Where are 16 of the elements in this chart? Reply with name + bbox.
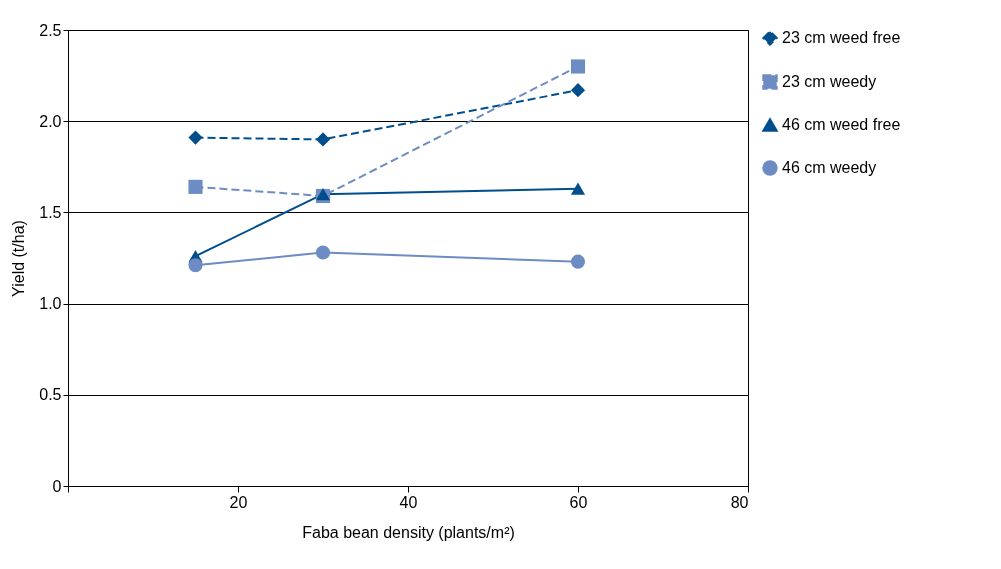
y-tick-label: 2.0 xyxy=(39,112,62,130)
legend-label: 23 cm weed free xyxy=(782,29,901,46)
y-axis-title: Yield (t/ha) xyxy=(10,220,28,297)
x-tick-label: 60 xyxy=(569,493,588,511)
y-tick-label: 0 xyxy=(52,477,62,495)
legend-label: 46 cm weed free xyxy=(782,116,901,133)
y-tick-label: 0.5 xyxy=(39,386,62,404)
x-tick-label: 20 xyxy=(229,493,248,511)
x-tick-label: 40 xyxy=(399,493,418,511)
x-tick-label: 80 xyxy=(730,493,749,511)
legend-label: 46 cm weedy xyxy=(782,159,877,176)
y-tick-label: 2.5 xyxy=(39,21,62,39)
y-tick-label: 1.0 xyxy=(39,295,62,313)
x-axis-title: Faba bean density (plants/m²) xyxy=(302,523,515,541)
legend-label: 23 cm weedy xyxy=(782,73,877,90)
y-tick-label: 1.5 xyxy=(39,203,62,221)
